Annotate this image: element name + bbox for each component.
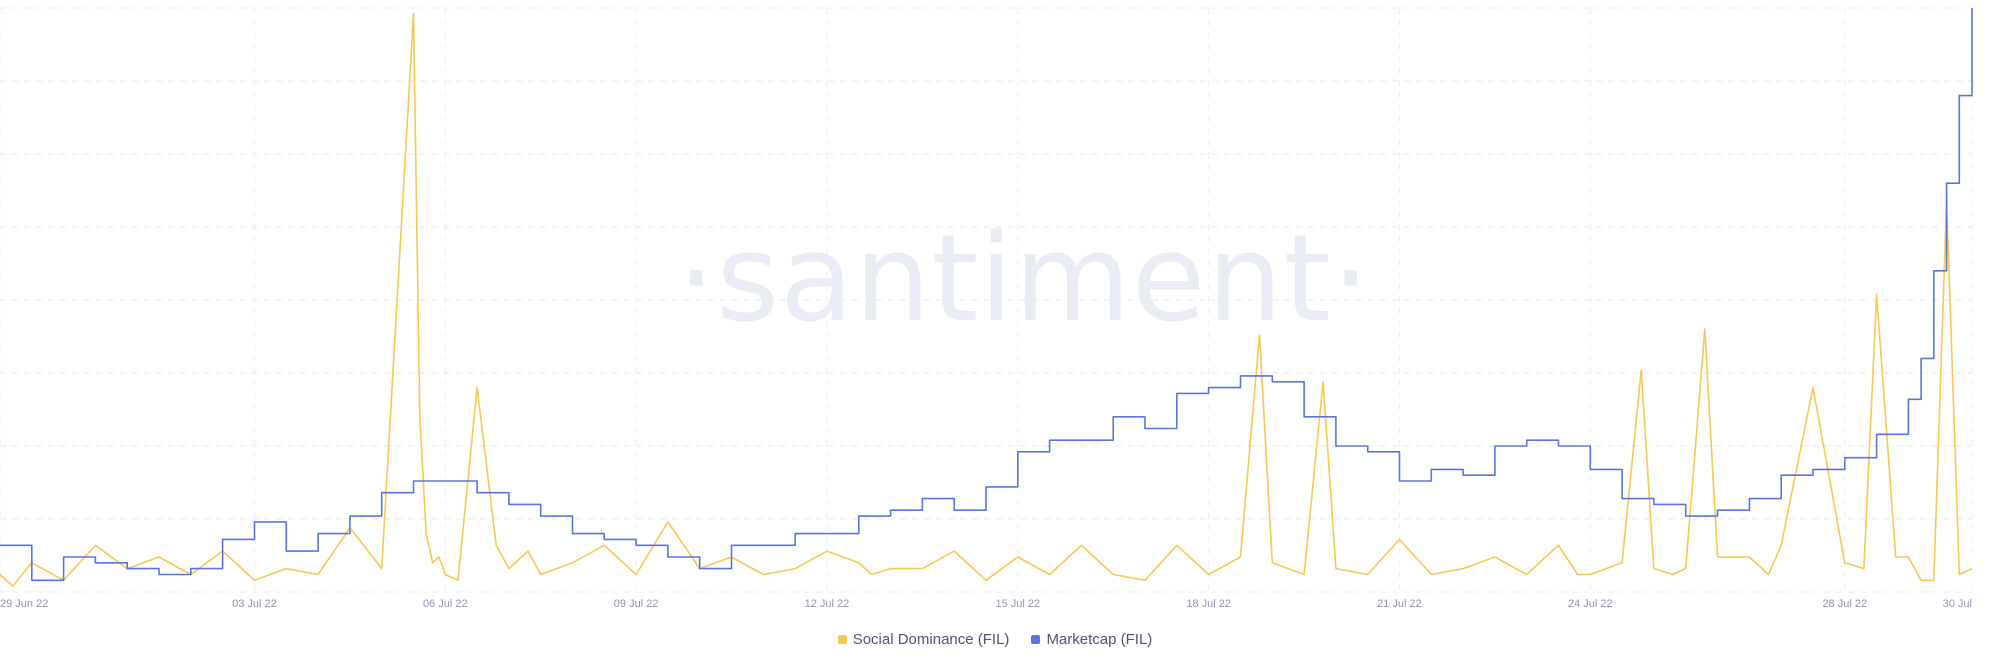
x-tick-label: 09 Jul 22: [614, 598, 659, 610]
x-tick-label: 18 Jul 22: [1186, 598, 1231, 610]
x-tick-label: 15 Jul 22: [995, 598, 1040, 610]
x-tick-label: 28 Jul 22: [1822, 598, 1867, 610]
x-tick-label: 03 Jul 22: [232, 598, 277, 610]
legend-label: Social Dominance (FIL): [852, 630, 1010, 648]
legend-item-social-dominance[interactable]: Social Dominance (FIL): [837, 630, 1010, 648]
legend-swatch: [1031, 634, 1041, 644]
x-tick-label: 30 Jul: [1943, 598, 1972, 610]
legend-label: Marketcap (FIL): [1046, 630, 1153, 648]
x-tick-label: 29 Jun 22: [0, 598, 48, 610]
x-tick-label: 24 Jul 22: [1568, 598, 1613, 610]
x-axis-ticks: 29 Jun 22 03 Jul 22 06 Jul 22 09 Jul 22 12 J…: [0, 598, 1972, 610]
santiment-watermark: ·santiment·: [677, 210, 1371, 349]
x-tick-label: 12 Jul 22: [805, 598, 850, 610]
x-tick-label: 21 Jul 22: [1377, 598, 1422, 610]
gridlines: [0, 7, 1973, 593]
legend-swatch: [837, 634, 847, 644]
marketcap-line: [0, 8, 1973, 582]
legend-item-marketcap[interactable]: Marketcap (FIL): [1031, 631, 1152, 648]
legend: Social Dominance (FIL) Marketcap (FIL): [0, 628, 1990, 650]
x-tick-label: 06 Jul 22: [423, 598, 468, 610]
series-layer: [0, 8, 1973, 587]
social-dominance-line: [0, 13, 1973, 587]
